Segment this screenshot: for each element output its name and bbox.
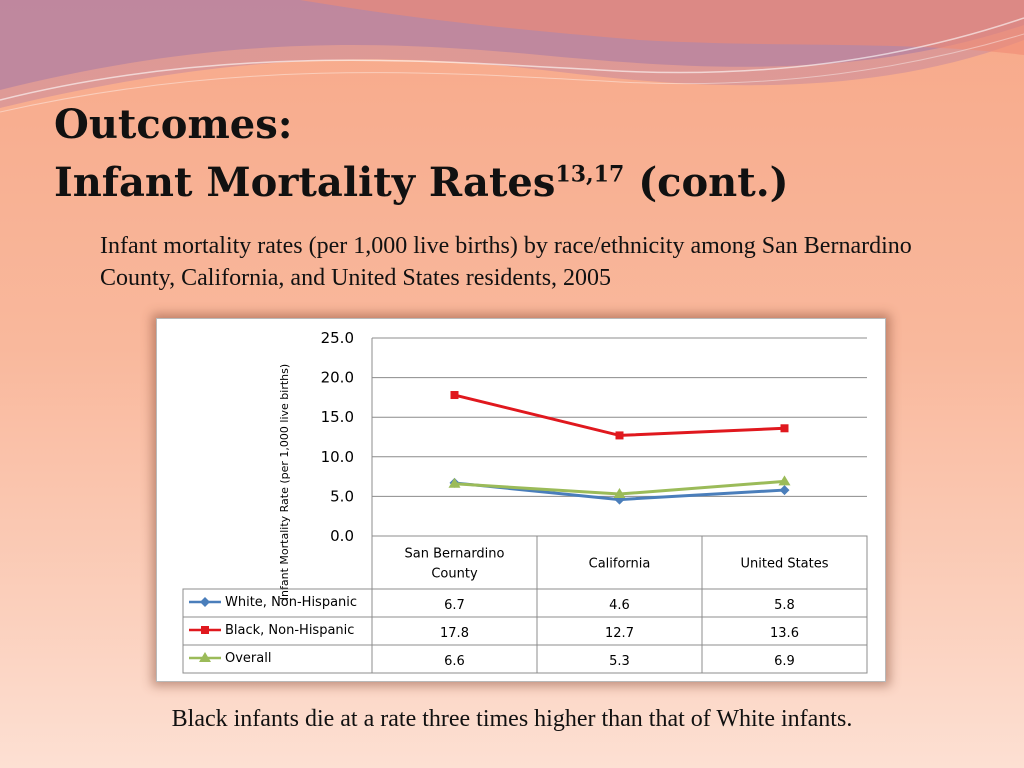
data-point-black-non-hispanic <box>780 424 789 433</box>
table-value-overall: 6.9 <box>774 654 795 669</box>
slide-subtitle: Infant mortality rates (per 1,000 live b… <box>100 233 912 291</box>
series-line-black-non-hispanic <box>454 393 785 437</box>
y-tick-label: 0.0 <box>330 527 354 545</box>
chart-container: 0.0 5.0 10.0 15.0 20.0 25.0 Infant Mortality R… <box>156 318 886 682</box>
y-tick-label: 10.0 <box>321 448 354 466</box>
title-suffix: (cont.) <box>624 159 789 206</box>
table-value-white-non-hispanic: 6.7 <box>444 598 465 613</box>
table-value-black-non-hispanic: 12.7 <box>605 626 634 641</box>
data-point-overall <box>448 477 461 488</box>
legend-entry-white-non-hispanic: White, Non-Hispanic <box>225 595 357 610</box>
legend-key-marker-white-non-hispanic <box>200 597 210 607</box>
title-line-1: Outcomes: <box>54 101 293 148</box>
table-series-frame <box>182 588 868 674</box>
title-line-2: Infant Mortality Rates <box>54 159 556 206</box>
line-chart: 0.0 5.0 10.0 15.0 20.0 25.0 Infant Mortality R… <box>182 329 868 674</box>
slide-footer: Black infants die at a rate three times … <box>171 706 853 732</box>
table-value-overall: 6.6 <box>444 654 465 669</box>
category-label: San Bernardino County <box>404 547 504 582</box>
legend-entry-black-non-hispanic: Black, Non-Hispanic <box>225 623 354 638</box>
table-value-black-non-hispanic: 17.8 <box>440 626 469 641</box>
slide-title: Outcomes: Infant Mortality Rates13,17 (c… <box>54 96 789 212</box>
category-label: United States <box>740 557 828 572</box>
y-tick-label: 15.0 <box>321 408 354 426</box>
data-point-overall <box>613 488 626 499</box>
legend-entry-overall: Overall <box>225 651 271 666</box>
legend-key-marker-overall <box>199 652 211 662</box>
y-axis-label: Infant Mortality Rate (per 1,000 live bi… <box>278 364 291 600</box>
y-tick-label: 25.0 <box>321 329 354 347</box>
table-value-overall: 5.3 <box>609 654 630 669</box>
y-tick-label: 5.0 <box>330 487 354 505</box>
y-tick-label: 20.0 <box>321 369 354 387</box>
table-value-white-non-hispanic: 5.8 <box>774 598 795 613</box>
header-wave-decoration <box>0 0 1024 113</box>
table-value-white-non-hispanic: 4.6 <box>609 598 630 613</box>
data-point-black-non-hispanic <box>450 391 459 400</box>
data-point-black-non-hispanic <box>615 431 624 440</box>
table-value-black-non-hispanic: 13.6 <box>770 626 799 641</box>
title-superscript: 13,17 <box>555 161 625 188</box>
data-point-white-non-hispanic <box>779 485 790 496</box>
category-label: California <box>589 557 651 572</box>
legend-key-marker-black-non-hispanic <box>201 626 209 634</box>
data-point-overall <box>778 475 791 486</box>
